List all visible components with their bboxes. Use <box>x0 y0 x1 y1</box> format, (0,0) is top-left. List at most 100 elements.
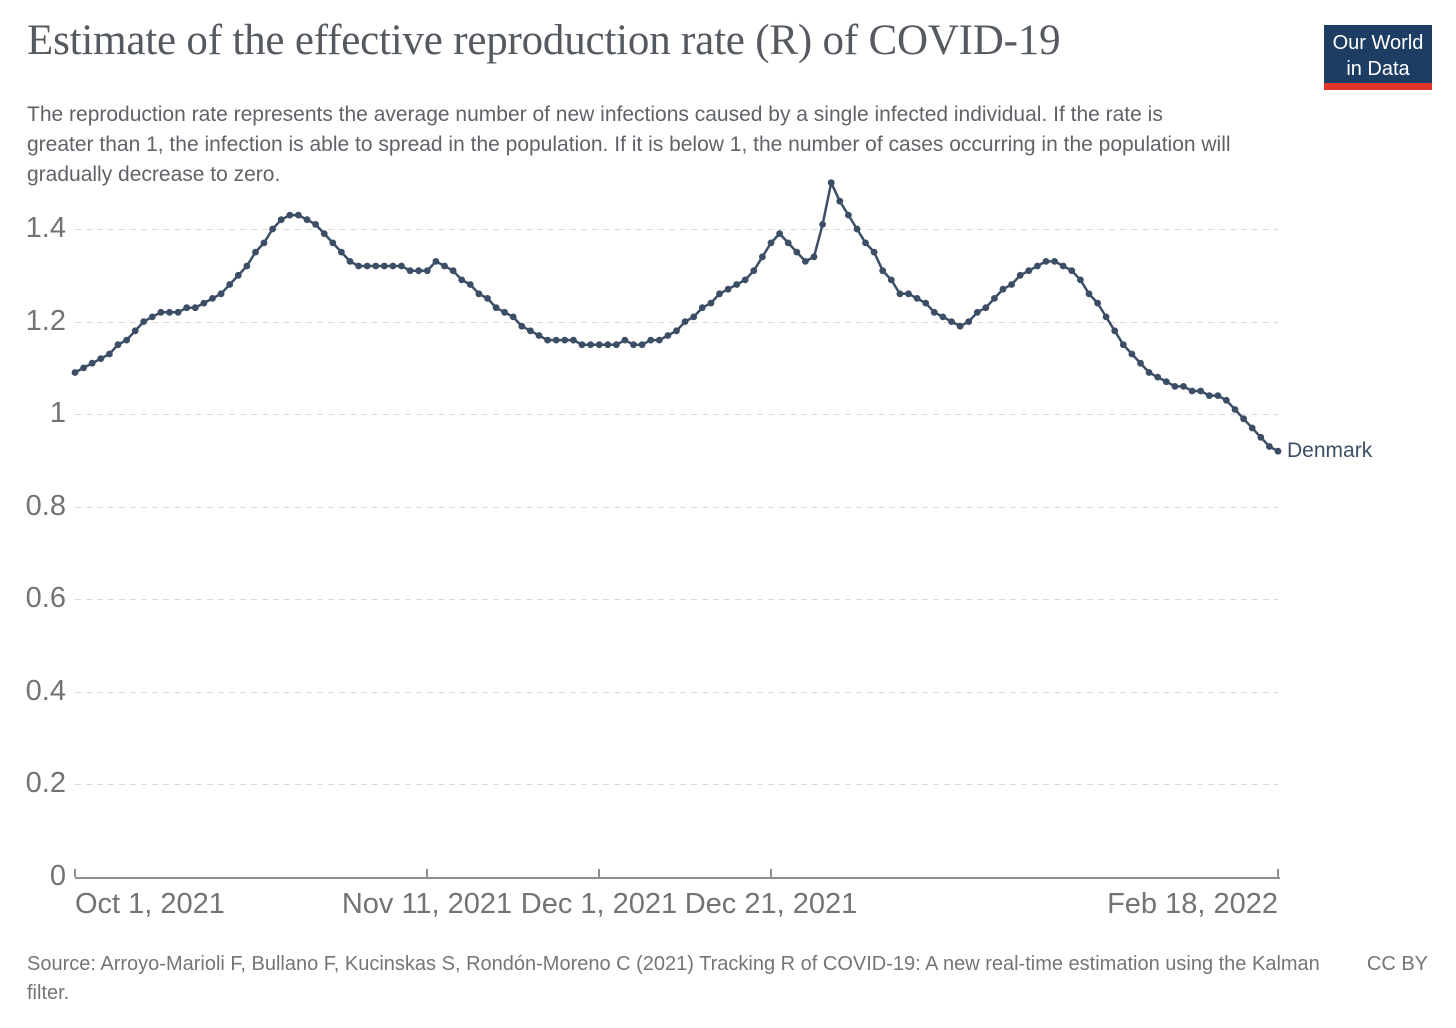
data-point <box>862 239 869 247</box>
x-axis-tick-label: Dec 21, 2021 <box>684 888 858 920</box>
data-point <box>724 285 732 293</box>
data-point <box>1145 369 1153 376</box>
y-axis-tick-label: 0.6 <box>25 582 66 614</box>
data-point <box>148 313 156 321</box>
data-point <box>681 318 689 325</box>
data-point <box>260 239 268 247</box>
data-point <box>544 336 551 344</box>
data-point <box>870 248 878 256</box>
data-point <box>922 299 930 307</box>
data-point <box>999 285 1007 293</box>
data-point <box>346 258 354 265</box>
data-point <box>973 308 981 316</box>
data-point <box>1214 392 1222 399</box>
data-point <box>1154 373 1162 381</box>
data-point <box>905 290 912 298</box>
y-gridline <box>75 692 1278 693</box>
data-point <box>484 295 491 302</box>
data-point <box>613 341 620 349</box>
data-point <box>595 341 603 349</box>
data-point <box>1094 299 1101 307</box>
data-point <box>501 308 508 316</box>
data-point <box>380 262 388 270</box>
x-axis-tick-label: Feb 18, 2022 <box>1107 888 1278 920</box>
data-point <box>140 318 148 325</box>
data-point <box>303 216 311 224</box>
data-point <box>1077 276 1084 284</box>
data-point <box>1274 447 1282 455</box>
data-point <box>1042 258 1050 265</box>
data-point <box>1137 359 1144 367</box>
owid-logo[interactable]: Our World in Data <box>1324 25 1432 90</box>
data-point <box>157 308 165 316</box>
data-point <box>707 299 715 307</box>
data-point <box>492 304 500 312</box>
data-point <box>252 248 259 256</box>
data-point <box>509 313 517 321</box>
data-point <box>827 179 835 187</box>
y-gridline <box>75 599 1278 600</box>
data-point <box>80 364 87 372</box>
data-point <box>604 341 612 349</box>
data-point <box>655 336 663 344</box>
chart-subtitle: The reproduction rate represents the ave… <box>27 103 1231 186</box>
data-point <box>733 281 741 288</box>
data-point <box>879 267 887 275</box>
data-point <box>1085 290 1093 298</box>
data-point <box>913 295 921 302</box>
data-point <box>621 336 629 344</box>
data-point <box>750 267 758 275</box>
data-point <box>570 336 577 344</box>
data-point <box>1188 387 1196 395</box>
data-point <box>1008 281 1015 288</box>
data-point <box>948 318 955 325</box>
data-point <box>690 313 698 321</box>
data-point <box>1059 262 1067 270</box>
data-point <box>1034 262 1041 270</box>
data-point <box>1051 258 1058 265</box>
x-axis-tick-label: Dec 1, 2021 <box>520 888 678 920</box>
x-axis-tick <box>598 869 600 877</box>
y-gridline <box>75 784 1278 785</box>
data-point <box>458 276 466 284</box>
data-point <box>664 332 672 339</box>
logo-line-2: in Data <box>1346 58 1410 80</box>
data-point <box>1162 378 1170 386</box>
data-point <box>406 267 414 275</box>
data-point <box>209 295 216 302</box>
y-gridline <box>75 229 1278 230</box>
data-point <box>1119 341 1127 349</box>
x-axis-tick <box>426 869 428 877</box>
data-point <box>226 281 234 288</box>
data-point <box>88 359 96 367</box>
data-point <box>1016 271 1024 279</box>
data-point <box>638 341 646 349</box>
data-point <box>896 290 904 298</box>
data-point <box>647 336 655 344</box>
data-point <box>1025 267 1033 275</box>
data-point <box>845 211 852 219</box>
data-point <box>166 308 173 316</box>
data-point <box>767 239 775 247</box>
y-axis-tick-label: 0.4 <box>25 675 66 707</box>
data-point <box>716 290 723 298</box>
logo-red-bar <box>1324 83 1432 90</box>
data-point <box>1171 383 1179 390</box>
data-point <box>1197 387 1205 395</box>
y-axis-tick-label: 0 <box>49 860 66 892</box>
data-point <box>1128 350 1136 358</box>
data-point <box>1248 424 1256 432</box>
data-point <box>1111 327 1119 335</box>
data-point <box>741 276 749 284</box>
data-point <box>71 369 79 376</box>
data-point <box>432 258 440 265</box>
license-link[interactable]: CC BY <box>1366 953 1428 975</box>
series-end-label-denmark: Denmark <box>1287 439 1373 463</box>
data-point <box>277 216 285 224</box>
data-point <box>991 295 998 302</box>
y-gridline <box>75 322 1278 323</box>
data-point <box>1102 313 1110 321</box>
data-point <box>759 253 766 261</box>
